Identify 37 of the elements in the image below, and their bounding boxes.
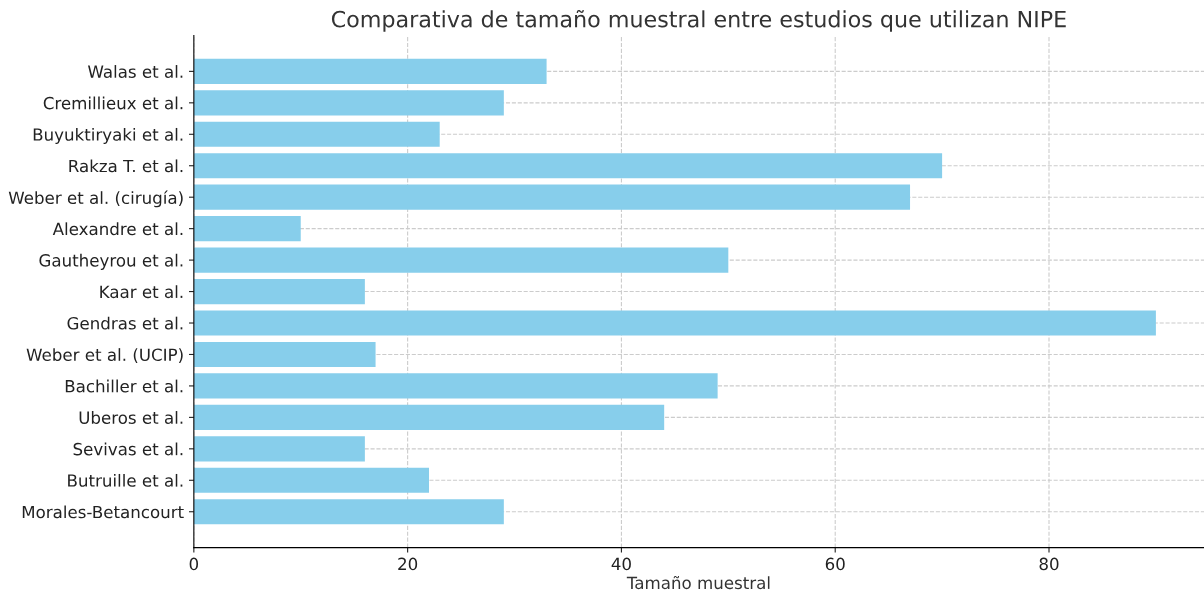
y-tick-label: Kaar et al.: [100, 285, 183, 299]
bar: [193, 153, 943, 179]
y-tick-label: Sevivas et al.: [73, 442, 183, 456]
y-tick-label: Uberos et al.: [79, 411, 183, 424]
bar: [193, 404, 665, 430]
x-tick-label: 60: [825, 557, 845, 571]
y-tick-label: Butruille et al.: [68, 473, 183, 487]
y-tick-label: Walas et al.: [88, 65, 183, 78]
y-tick-label: Cremillieux et al.: [43, 96, 183, 110]
y-tick-label: Bachiller et al.: [65, 379, 183, 393]
y-tick-label: Morales-Betancourt: [22, 505, 184, 519]
bar: [193, 436, 365, 462]
bar: [193, 278, 365, 305]
x-tick-label: 80: [1039, 557, 1059, 571]
bar: [193, 216, 301, 242]
y-tick-label: Gendras et al.: [67, 316, 183, 330]
bar: [193, 499, 504, 525]
bar: [193, 121, 440, 147]
y-tick-label: Alexandre et al.: [52, 222, 183, 236]
bar: [193, 184, 911, 210]
x-tick-label: 20: [398, 557, 418, 571]
chart-title: Comparativa de tamaño muestral entre estudios que utilizan NIPE: [331, 9, 1066, 32]
y-tick-label: Weber et al. (cirugía): [8, 190, 183, 208]
x-axis-title: Tamaño muestral: [626, 575, 770, 590]
y-tick-label: Weber et al. (UCIP): [26, 348, 183, 363]
y-tick-label: Gautheyrou et al.: [39, 253, 183, 270]
bar: [193, 467, 430, 493]
bar: [193, 90, 504, 116]
bar: [193, 58, 547, 84]
x-tick-label: 40: [611, 557, 631, 571]
y-tick-label: Rakza T. et al.: [69, 159, 183, 173]
bar: [193, 341, 376, 368]
y-tick-label: Buyuktiryaki et al.: [33, 127, 183, 145]
bar: [193, 247, 729, 273]
bar: [193, 310, 1156, 336]
bar: [193, 373, 718, 399]
x-tick-label: 0: [189, 557, 199, 571]
